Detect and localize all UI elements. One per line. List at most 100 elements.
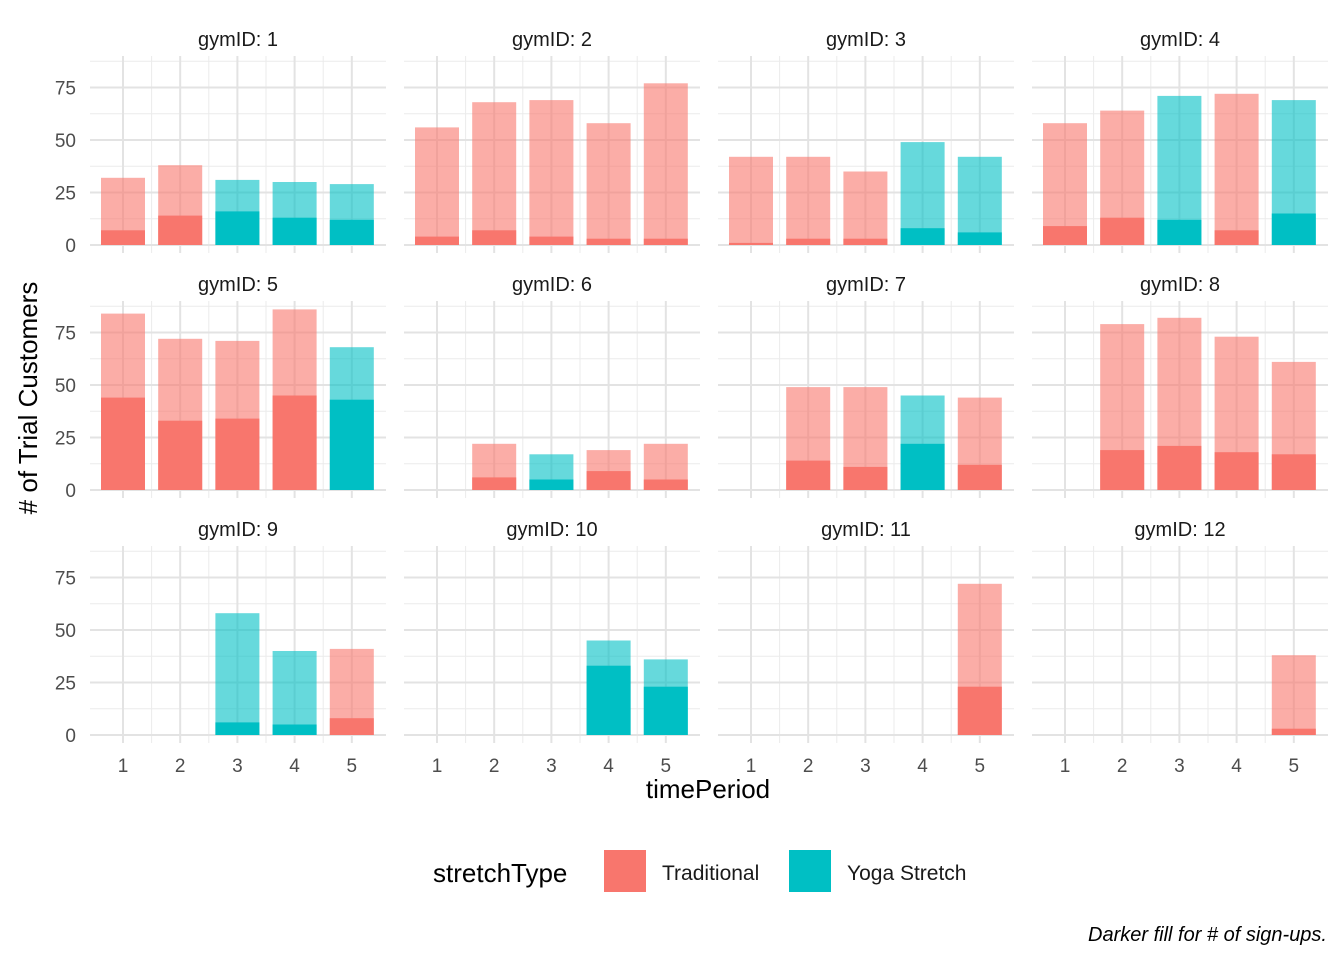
- y-tick-label: 75: [55, 324, 76, 345]
- bar-signups: [1214, 452, 1259, 490]
- bar-signups: [272, 395, 317, 490]
- legend-title: stretchType: [433, 858, 567, 888]
- bar-signups: [272, 217, 317, 245]
- bar-signups: [415, 236, 459, 245]
- bar-signups: [957, 464, 1002, 490]
- bar-signups: [158, 420, 203, 490]
- bar-trials: [729, 156, 773, 245]
- bar-signups: [101, 230, 145, 245]
- bar-signups: [1157, 219, 1202, 245]
- facet-panel-12: gymID: 12 1 2 3 4 5: [1032, 519, 1328, 777]
- bar-signups: [843, 238, 888, 245]
- bar-trials: [272, 651, 317, 735]
- x-tick-label: 5: [975, 756, 986, 777]
- x-tick-label: 2: [1117, 756, 1128, 777]
- x-tick-label: 4: [289, 756, 300, 777]
- x-tick-label: 2: [489, 756, 500, 777]
- bar-trials: [472, 102, 517, 245]
- x-tick-label: 1: [746, 756, 757, 777]
- bar-trials: [1271, 655, 1316, 735]
- y-axis-title: # of Trial Customers: [13, 282, 43, 515]
- bar-signups: [329, 718, 374, 735]
- y-tick-label: 50: [55, 621, 76, 642]
- bar-signups: [1043, 226, 1087, 245]
- facet-strip-label: gymID: 7: [826, 274, 906, 296]
- bar-signups: [586, 471, 631, 490]
- bar-signups: [529, 236, 574, 245]
- bar-signups: [586, 665, 631, 735]
- facet-strip-label: gymID: 6: [512, 274, 592, 296]
- bar-trials: [843, 171, 888, 245]
- bar-signups: [643, 479, 688, 490]
- bar-trials: [586, 123, 631, 245]
- bar-trials: [643, 83, 688, 245]
- x-tick-label: 3: [860, 756, 871, 777]
- x-tick-label: 3: [232, 756, 243, 777]
- facet-strip-label: gymID: 5: [198, 274, 278, 296]
- facet-strip-label: gymID: 8: [1140, 274, 1220, 296]
- bar-trials: [957, 156, 1002, 245]
- facet-panel-8: gymID: 8: [1032, 274, 1328, 498]
- legend-key-traditional: [604, 850, 646, 892]
- y-tick-label: 0: [65, 726, 76, 747]
- bar-signups: [272, 724, 317, 735]
- facet-strip-label: gymID: 1: [198, 29, 278, 51]
- bar-signups: [957, 232, 1002, 245]
- facet-panel-10: gymID: 10 1 2 3 4 5: [404, 519, 700, 777]
- facet-panel-1: gymID: 1 0 25 50 75: [55, 29, 386, 257]
- bar-signups: [215, 418, 260, 490]
- bar-signups: [643, 686, 688, 735]
- bar-trials: [1214, 93, 1259, 245]
- facet-panel-6: gymID: 6: [404, 274, 700, 498]
- bar-signups: [1100, 217, 1145, 245]
- x-tick-label: 2: [175, 756, 186, 777]
- legend-label-traditional: Traditional: [662, 862, 759, 885]
- bar-signups: [158, 215, 203, 245]
- x-tick-label: 1: [432, 756, 443, 777]
- x-tick-label: 1: [118, 756, 129, 777]
- y-tick-label: 50: [55, 131, 76, 152]
- bar-signups: [786, 238, 831, 245]
- bar-signups: [643, 238, 688, 245]
- y-tick-label: 25: [55, 184, 76, 205]
- x-tick-label: 4: [917, 756, 928, 777]
- facet-strip-label: gymID: 11: [821, 519, 911, 541]
- bar-signups: [1271, 728, 1316, 735]
- x-tick-label: 2: [803, 756, 814, 777]
- facet-panel-9: gymID: 9 0 25 50 75 1 2 3 4 5: [55, 519, 386, 777]
- y-tick-label: 75: [55, 79, 76, 100]
- bar-signups: [1100, 450, 1145, 490]
- facet-panel-7: gymID: 7: [718, 274, 1014, 498]
- bar-signups: [957, 686, 1002, 735]
- facet-panel-5: gymID: 5 0 25 50 75: [55, 274, 386, 502]
- bar-trials: [529, 100, 574, 245]
- bar-signups: [729, 242, 773, 245]
- bar-signups: [472, 477, 517, 490]
- y-tick-label: 50: [55, 376, 76, 397]
- x-tick-label: 1: [1060, 756, 1071, 777]
- bar-signups: [900, 228, 945, 245]
- bar-trials: [1043, 123, 1087, 245]
- bar-trials: [786, 156, 831, 245]
- bar-signups: [1271, 213, 1316, 245]
- bar-signups: [215, 722, 260, 735]
- facet-strip-label: gymID: 12: [1134, 519, 1225, 541]
- bar-trials: [900, 142, 945, 245]
- y-tick-label: 75: [55, 569, 76, 590]
- facet-panel-4: gymID: 4: [1032, 29, 1328, 253]
- bar-signups: [900, 443, 945, 490]
- facet-panel-2: gymID: 2: [404, 29, 700, 253]
- x-tick-label: 3: [1174, 756, 1185, 777]
- bar-trials: [215, 613, 260, 735]
- facet-strip-label: gymID: 3: [826, 29, 906, 51]
- x-axis-title: timePeriod: [646, 774, 770, 804]
- x-tick-label: 5: [661, 756, 672, 777]
- facet-strip-label: gymID: 10: [506, 519, 597, 541]
- bar-signups: [1271, 454, 1316, 490]
- x-tick-label: 4: [603, 756, 614, 777]
- bar-signups: [1214, 230, 1259, 245]
- bar-signups: [329, 399, 374, 490]
